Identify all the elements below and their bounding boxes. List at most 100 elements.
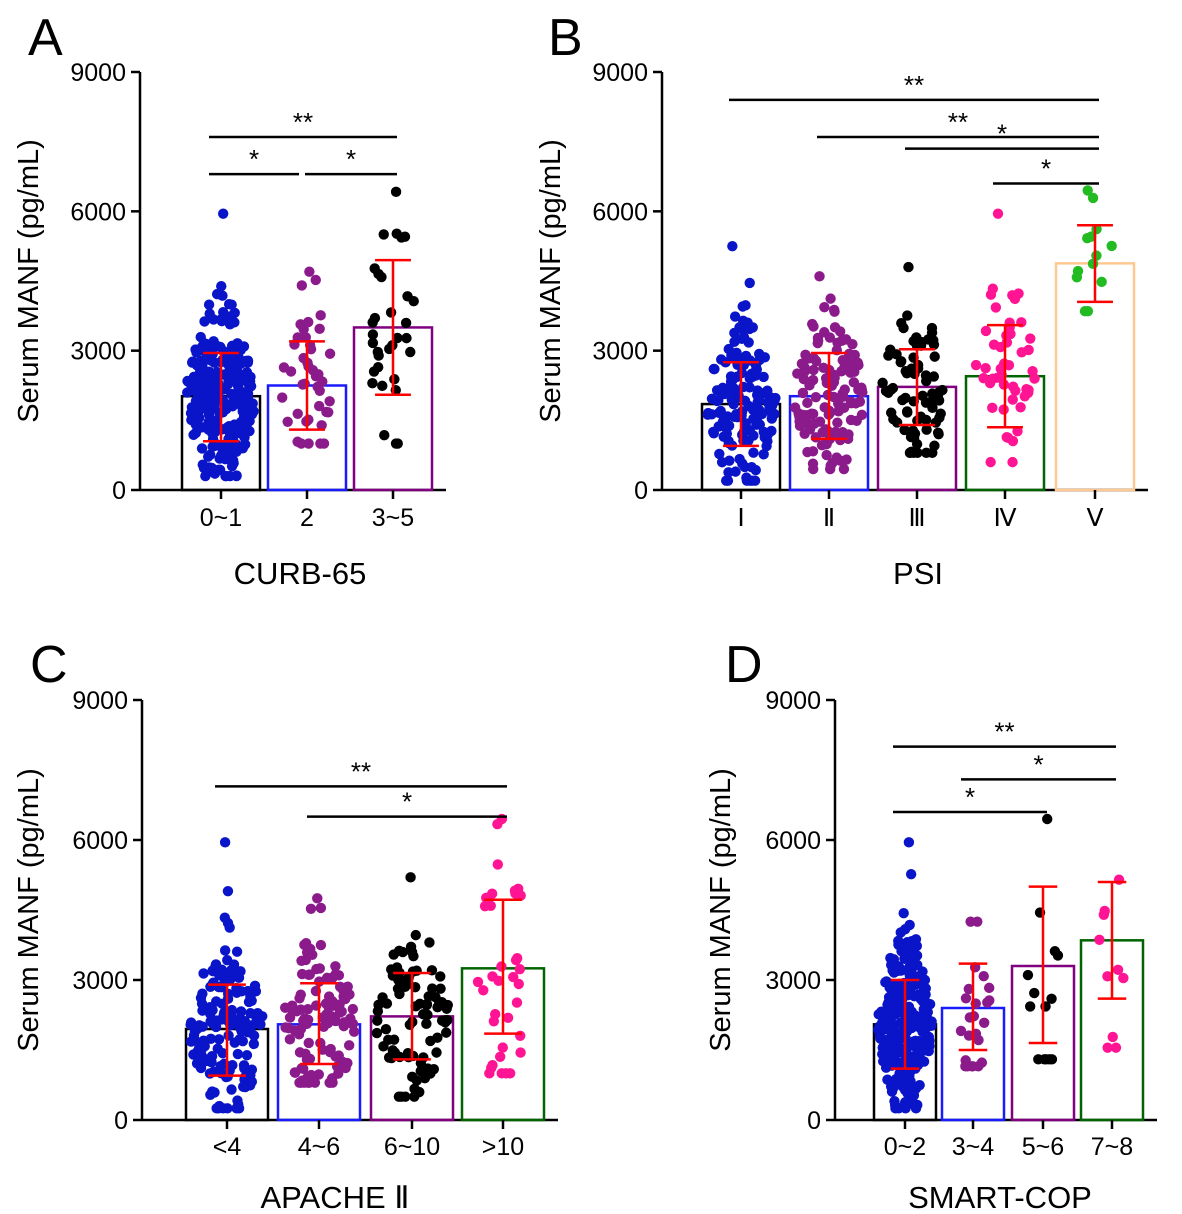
data-point bbox=[806, 408, 817, 419]
y-tick-label: 9000 bbox=[70, 59, 126, 87]
data-point bbox=[315, 902, 327, 914]
data-point bbox=[330, 1051, 341, 1062]
error-bar-1 bbox=[811, 351, 847, 441]
data-point bbox=[1024, 1001, 1036, 1012]
data-point bbox=[303, 969, 314, 980]
data-point bbox=[394, 988, 405, 1000]
data-point bbox=[845, 396, 857, 408]
data-point bbox=[729, 311, 741, 322]
data-point bbox=[235, 376, 246, 387]
data-point bbox=[896, 317, 907, 329]
data-point bbox=[740, 418, 751, 429]
data-point bbox=[970, 359, 982, 371]
data-point bbox=[837, 354, 848, 366]
data-point bbox=[196, 1051, 208, 1062]
x-tick-label: Ⅱ bbox=[823, 504, 835, 532]
data-point bbox=[883, 992, 895, 1003]
x-axis-label: CURB-65 bbox=[234, 556, 367, 591]
data-point bbox=[808, 321, 819, 332]
data-point bbox=[880, 977, 891, 988]
data-point bbox=[367, 329, 379, 340]
panel-b: B 0 3000 6000 9000 Serum MANF (pg/mL) Ⅰ Ⅱ Ⅲ Ⅳ Ⅴ PSI… bbox=[535, 9, 1148, 591]
data-point bbox=[885, 407, 897, 418]
data-point bbox=[303, 316, 314, 328]
data-point bbox=[893, 939, 904, 951]
x-tick-label: Ⅴ bbox=[1086, 504, 1103, 532]
data-point bbox=[1029, 373, 1040, 384]
data-point bbox=[877, 1022, 888, 1033]
data-point bbox=[295, 1004, 307, 1015]
data-point bbox=[706, 393, 718, 405]
data-point bbox=[1112, 964, 1124, 976]
data-point bbox=[1082, 305, 1094, 317]
data-point bbox=[925, 396, 936, 408]
data-point bbox=[1029, 987, 1040, 999]
data-point bbox=[300, 332, 311, 343]
data-point bbox=[224, 922, 235, 933]
y-tick-label: 9000 bbox=[72, 687, 128, 715]
data-point bbox=[388, 1034, 400, 1045]
data-point bbox=[983, 982, 995, 994]
data-point bbox=[324, 348, 336, 359]
data-point bbox=[800, 349, 811, 361]
data-point bbox=[833, 406, 844, 417]
data-point bbox=[246, 1076, 258, 1087]
panel-label: B bbox=[548, 9, 583, 67]
data-point bbox=[929, 440, 940, 451]
data-point bbox=[911, 940, 923, 952]
data-point bbox=[303, 438, 314, 449]
data-point bbox=[905, 431, 917, 443]
data-point bbox=[1096, 276, 1107, 288]
data-point bbox=[747, 404, 759, 416]
data-point bbox=[292, 436, 303, 447]
data-point bbox=[846, 360, 858, 372]
data-point bbox=[1003, 360, 1015, 371]
x-tick-label: Ⅲ bbox=[908, 504, 925, 532]
data-point bbox=[832, 417, 843, 428]
data-point bbox=[955, 1025, 967, 1037]
data-point bbox=[880, 385, 892, 397]
data-point bbox=[898, 907, 909, 919]
data-point bbox=[404, 1019, 416, 1031]
data-point bbox=[807, 458, 819, 469]
data-point bbox=[231, 365, 243, 377]
data-point bbox=[960, 1055, 971, 1066]
data-point bbox=[217, 208, 229, 219]
data-point bbox=[873, 1009, 884, 1020]
data-point bbox=[441, 1003, 452, 1014]
data-point bbox=[878, 1056, 889, 1067]
data-point bbox=[937, 384, 948, 396]
error-bar-2 bbox=[375, 258, 411, 397]
data-point bbox=[371, 1027, 383, 1039]
data-point bbox=[373, 268, 384, 280]
data-point bbox=[280, 1002, 291, 1013]
data-point bbox=[922, 1036, 933, 1047]
data-point bbox=[372, 1015, 383, 1026]
data-point bbox=[252, 1007, 263, 1019]
data-point bbox=[895, 357, 906, 368]
data-point bbox=[234, 1034, 245, 1045]
data-point bbox=[934, 412, 945, 423]
error-bar-4 bbox=[1077, 224, 1113, 304]
data-point bbox=[833, 398, 844, 410]
data-point bbox=[987, 402, 998, 414]
data-point bbox=[378, 229, 389, 240]
data-point bbox=[984, 995, 995, 1006]
data-point bbox=[496, 961, 507, 972]
data-point bbox=[228, 959, 240, 970]
data-point bbox=[902, 407, 913, 418]
data-point bbox=[318, 438, 330, 449]
data-point bbox=[205, 1008, 216, 1020]
data-point bbox=[198, 968, 209, 979]
data-point bbox=[229, 307, 240, 319]
data-point bbox=[492, 818, 503, 830]
data-point bbox=[284, 1034, 296, 1045]
data-point bbox=[316, 420, 327, 431]
data-point bbox=[196, 368, 208, 380]
data-point bbox=[232, 338, 243, 349]
data-point bbox=[998, 404, 1009, 415]
significance-label: ** bbox=[351, 756, 371, 786]
data-point bbox=[343, 1040, 355, 1051]
data-point bbox=[766, 425, 777, 437]
data-point bbox=[315, 1037, 326, 1049]
